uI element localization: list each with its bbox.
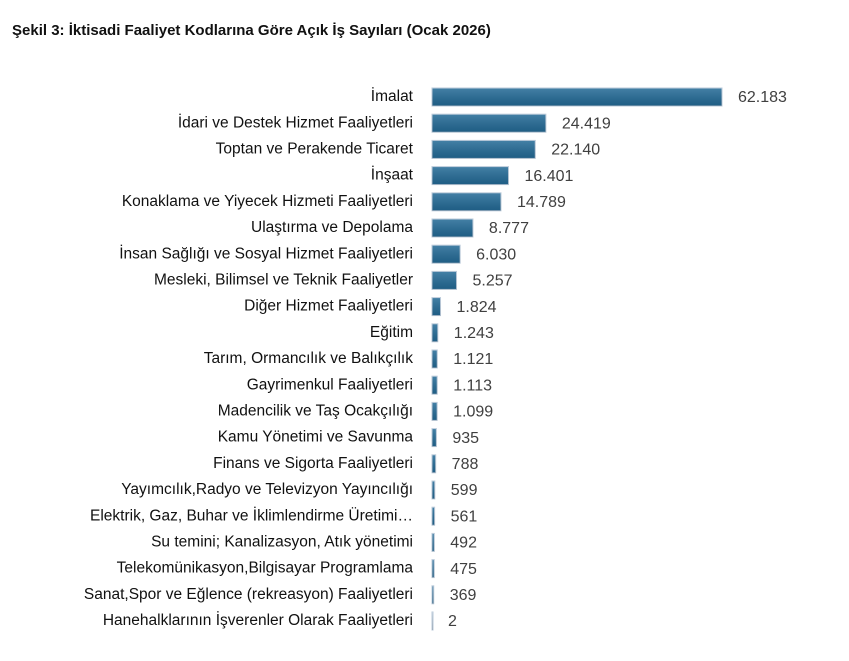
value-label: 14.789 xyxy=(517,194,566,211)
bar-shade xyxy=(432,245,461,264)
value-label: 6.030 xyxy=(476,246,516,263)
category-label: Kamu Yönetimi ve Savunma xyxy=(218,429,414,446)
bar-shade xyxy=(432,428,437,447)
value-label: 788 xyxy=(452,456,479,473)
category-label: Su temini; Kanalizasyon, Atık yönetimi xyxy=(151,533,413,550)
bar-shade xyxy=(432,454,436,473)
value-label: 935 xyxy=(452,430,479,447)
bar-shade xyxy=(432,402,438,421)
category-label: Toptan ve Perakende Ticaret xyxy=(216,140,414,157)
bar-shade xyxy=(432,559,435,578)
value-label: 561 xyxy=(451,508,478,525)
bar-shade xyxy=(432,350,438,368)
category-label: Hanehalklarının İşverenler Olarak Faaliy… xyxy=(103,611,413,629)
bar-shade xyxy=(432,297,441,316)
value-label: 492 xyxy=(450,535,477,552)
value-label: 1.824 xyxy=(457,299,497,316)
value-label: 1.121 xyxy=(453,351,493,368)
value-label: 369 xyxy=(450,587,477,604)
value-label: 1.099 xyxy=(453,404,493,421)
bar-shade xyxy=(432,88,722,106)
bar-shade xyxy=(432,481,435,499)
bar-shade xyxy=(432,140,536,159)
category-label: Sanat,Spor ve Eğlence (rekreasyon) Faali… xyxy=(84,586,413,603)
category-label: İnşaat xyxy=(371,166,414,184)
category-label: Yayımcılık,Radyo ve Televizyon Yayıncılı… xyxy=(121,481,413,498)
chart-title: Şekil 3: İktisadi Faaliyet Kodlarına Gör… xyxy=(12,22,491,39)
bar-shade xyxy=(432,507,435,526)
category-label: Tarım, Ormancılık ve Balıkçılık xyxy=(204,350,414,367)
category-label: İmalat xyxy=(371,87,414,105)
category-label: Telekomünikasyon,Bilgisayar Programlama xyxy=(117,560,414,577)
value-label: 22.140 xyxy=(551,142,600,159)
bar-shade xyxy=(432,376,438,395)
category-label: Eğitim xyxy=(370,324,413,341)
category-label: İnsan Sağlığı ve Sosyal Hizmet Faaliyetl… xyxy=(119,244,413,262)
bar-shade xyxy=(432,166,509,185)
value-label: 1.243 xyxy=(454,325,494,342)
bar-shade xyxy=(432,271,457,290)
value-label: 8.777 xyxy=(489,220,529,237)
bar-shade xyxy=(432,219,473,237)
category-label: Madencilik ve Taş Ocakçılığı xyxy=(218,402,413,419)
value-label: 62.183 xyxy=(738,89,787,106)
category-label: Diğer Hizmet Faaliyetleri xyxy=(244,298,413,315)
bar-shade xyxy=(432,585,434,604)
category-label: Finans ve Sigorta Faaliyetleri xyxy=(213,455,413,472)
value-label: 1.113 xyxy=(453,377,492,394)
category-label: Gayrimenkul Faaliyetleri xyxy=(247,376,413,393)
bar-shade xyxy=(432,114,546,133)
category-label: Elektrik, Gaz, Buhar ve İklimlendirme Ür… xyxy=(90,506,413,524)
category-label: Ulaştırma ve Depolama xyxy=(251,219,413,236)
value-label: 599 xyxy=(451,482,478,499)
value-label: 2 xyxy=(448,613,457,630)
value-label: 5.257 xyxy=(473,273,513,290)
bar-shade xyxy=(432,192,501,211)
category-label: Konaklama ve Yiyecek Hizmeti Faaliyetler… xyxy=(122,193,413,210)
value-label: 24.419 xyxy=(562,115,611,132)
category-label: Mesleki, Bilimsel ve Teknik Faaliyetler xyxy=(154,271,413,288)
category-label: İdari ve Destek Hizmet Faaliyetleri xyxy=(178,113,413,131)
value-label: 475 xyxy=(450,561,477,578)
value-label: 16.401 xyxy=(524,168,573,185)
bar-shade xyxy=(432,323,438,342)
bar-shade xyxy=(432,612,433,630)
bar-shade xyxy=(432,533,435,552)
